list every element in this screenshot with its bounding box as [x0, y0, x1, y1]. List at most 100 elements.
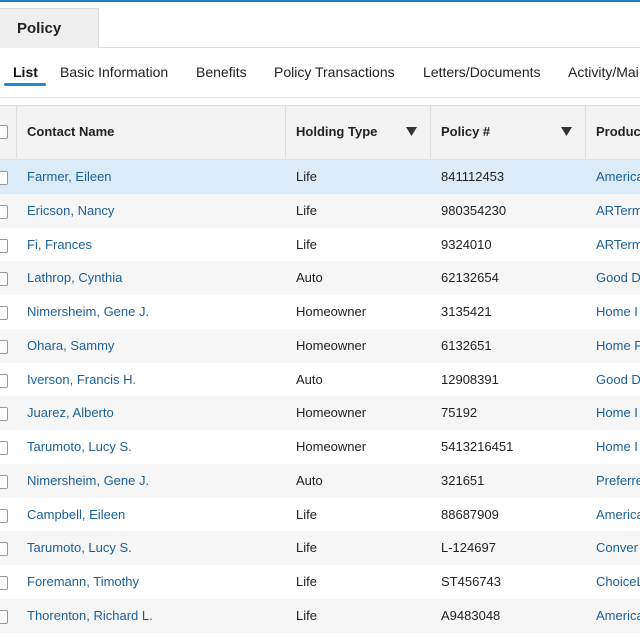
cell-text: 62132654: [441, 270, 499, 286]
cell-link[interactable]: Conver: [596, 540, 638, 556]
cell-link[interactable]: Juarez, Alberto: [27, 405, 114, 421]
cell-link[interactable]: Lathrop, Cynthia: [27, 270, 123, 286]
cell-link[interactable]: Iverson, Francis H.: [27, 371, 137, 387]
cell-text: Life: [296, 540, 317, 556]
row-checkbox[interactable]: [0, 238, 8, 253]
cell-text: 5413216451: [441, 439, 514, 455]
cell-link[interactable]: America: [596, 506, 640, 522]
cell-text: Auto: [296, 472, 323, 488]
cell-text: Auto: [296, 270, 323, 286]
row-checkbox[interactable]: [0, 204, 8, 219]
row-checkbox[interactable]: [0, 272, 8, 287]
column-separator: [16, 105, 17, 158]
cell-text: Auto: [296, 371, 323, 387]
row-checkbox[interactable]: [0, 610, 8, 624]
table-row[interactable]: Farmer, Eileen Life 841112453 America: [0, 160, 640, 194]
column-header[interactable]: Produc: [596, 124, 640, 139]
divider: [0, 97, 640, 98]
column-header[interactable]: Contact Name: [27, 124, 115, 139]
cell-link[interactable]: Nimersheim, Gene J.: [27, 472, 150, 488]
cell-text: Life: [296, 506, 317, 522]
table-row[interactable]: Thorenton, Richard L. Life A9483048 America: [0, 599, 640, 633]
cell-text: 321651: [441, 472, 485, 488]
cell-link[interactable]: Home F: [596, 337, 640, 353]
cell-text: A9483048: [441, 608, 501, 623]
cell-link[interactable]: Ericson, Nancy: [27, 202, 115, 218]
select-all-checkbox[interactable]: [0, 125, 8, 139]
row-checkbox[interactable]: [0, 576, 8, 591]
cell-text: 841112453: [441, 169, 505, 184]
active-underline: [4, 83, 46, 86]
cell-link[interactable]: Thorenton, Richard L.: [27, 608, 153, 623]
subtab[interactable]: Benefits: [196, 64, 247, 80]
tab-bar: [0, 2, 640, 48]
cell-link[interactable]: Farmer, Eileen: [27, 169, 112, 184]
cell-text: Homeowner: [296, 439, 367, 455]
cell-link[interactable]: Good D: [596, 270, 640, 286]
cell-link[interactable]: Home I: [596, 439, 638, 455]
table-row[interactable]: Nimersheim, Gene J. Homeowner 3135421 Home …: [0, 295, 640, 330]
subtab[interactable]: List: [13, 64, 38, 80]
subtab[interactable]: Letters/Documents: [423, 64, 541, 80]
cell-link[interactable]: ChoiceL: [596, 574, 640, 590]
cell-text: 9324010: [441, 236, 492, 252]
cell-link[interactable]: Tarumoto, Lucy S.: [27, 540, 132, 556]
column-header[interactable]: Holding Type: [296, 124, 378, 139]
cell-text: 980354230: [441, 202, 507, 218]
row-checkbox[interactable]: [0, 441, 8, 456]
cell-text: 12908391: [441, 371, 499, 387]
row-checkbox[interactable]: [0, 542, 8, 557]
cell-text: ST456743: [441, 574, 501, 590]
row-checkbox[interactable]: [0, 373, 8, 388]
cell-link[interactable]: Ohara, Sammy: [27, 337, 115, 353]
row-checkbox[interactable]: [0, 474, 8, 489]
cell-link[interactable]: Preferre: [596, 472, 640, 488]
policy-tab[interactable]: Policy: [0, 8, 99, 48]
cell-link[interactable]: America: [596, 608, 640, 623]
table-row[interactable]: Foremann, Timothy Life ST456743 ChoiceL: [0, 565, 640, 600]
table-row[interactable]: Nimersheim, Gene J. Auto 321651 Preferre: [0, 463, 640, 498]
cell-link[interactable]: Fi, Frances: [27, 236, 93, 252]
cell-link[interactable]: Campbell, Eileen: [27, 506, 126, 522]
cell-link[interactable]: ARTerm: [596, 236, 640, 252]
row-checkbox[interactable]: [0, 508, 8, 523]
cell-text: Homeowner: [296, 337, 367, 353]
row-checkbox[interactable]: [0, 339, 8, 354]
table-row[interactable]: Lathrop, Cynthia Auto 62132654 Good D: [0, 261, 640, 296]
cell-link[interactable]: Good D: [596, 371, 640, 387]
cell-link[interactable]: Home I: [596, 405, 638, 421]
table-row[interactable]: Tarumoto, Lucy S. Homeowner 5413216451 Home…: [0, 430, 640, 465]
cell-text: 75192: [441, 405, 478, 421]
cell-link[interactable]: Home I: [596, 304, 638, 320]
cell-text: 3135421: [441, 304, 492, 320]
table-row[interactable]: Juarez, Alberto Homeowner 75192 Home I: [0, 396, 640, 431]
table-row[interactable]: Fi, Frances Life 9324010 ARTerm: [0, 227, 640, 262]
table-row[interactable]: Campbell, Eileen Life 88687909 America: [0, 497, 640, 532]
column-separator: [430, 105, 431, 158]
table-row[interactable]: Tarumoto, Lucy S. Life L-124697 Conver: [0, 531, 640, 566]
subtab[interactable]: Activity/Mai: [568, 64, 639, 80]
column-separator: [285, 105, 286, 158]
cell-text: Life: [296, 608, 317, 623]
filter-icon[interactable]: [561, 127, 572, 136]
cell-link[interactable]: ARTerm: [596, 202, 640, 218]
subtab[interactable]: Basic Information: [60, 64, 169, 80]
table-row[interactable]: Ohara, Sammy Homeowner 6132651 Home F: [0, 328, 640, 363]
row-checkbox[interactable]: [0, 407, 8, 422]
row-checkbox[interactable]: [0, 171, 8, 185]
top-bar: [0, 0, 640, 2]
cell-link[interactable]: America: [596, 169, 640, 184]
cell-text: L-124697: [441, 540, 496, 556]
row-checkbox[interactable]: [0, 306, 8, 321]
cell-text: Homeowner: [296, 405, 367, 421]
cell-link[interactable]: Foremann, Timothy: [27, 574, 139, 590]
filter-icon[interactable]: [406, 127, 417, 136]
table-row[interactable]: Iverson, Francis H. Auto 12908391 Good D: [0, 362, 640, 397]
subtab[interactable]: Policy Transactions: [274, 64, 395, 80]
table-row[interactable]: Ericson, Nancy Life 980354230 ARTerm: [0, 193, 640, 228]
cell-link[interactable]: Nimersheim, Gene J.: [27, 304, 150, 320]
table-header: [0, 105, 640, 161]
column-header[interactable]: Policy #: [441, 124, 491, 139]
cell-link[interactable]: Tarumoto, Lucy S.: [27, 439, 132, 455]
